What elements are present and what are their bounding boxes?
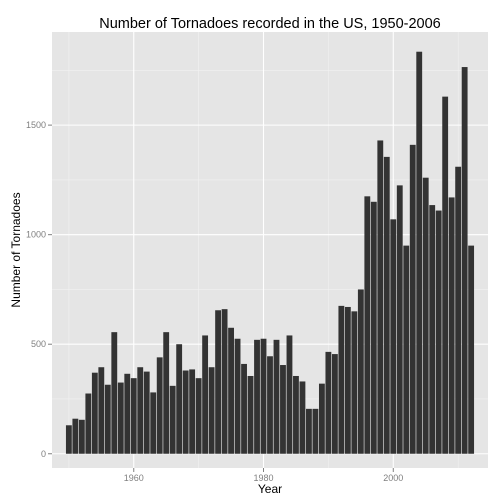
- bar-1952: [78, 419, 85, 454]
- bar-1970: [195, 378, 202, 454]
- y-tick-label: 500: [31, 339, 46, 349]
- bar-1965: [163, 332, 170, 454]
- bar-2011: [461, 67, 468, 454]
- bar-2008: [442, 96, 449, 454]
- y-tick-label: 1500: [26, 120, 46, 130]
- bar-1964: [156, 357, 163, 454]
- bar-1977: [241, 363, 247, 454]
- x-tick-label: 1980: [253, 473, 273, 483]
- x-axis-ticks: 1960 1980 2000: [124, 468, 403, 483]
- chart-title: Number of Tornadoes recorded in the US, …: [99, 16, 441, 32]
- bar-1990: [325, 351, 332, 454]
- bar-2007: [435, 210, 442, 454]
- bar-1989: [318, 383, 325, 454]
- bar-1963: [150, 392, 157, 454]
- bar-2003: [409, 144, 416, 454]
- y-tick-label: 0: [41, 449, 46, 459]
- bar-1991: [331, 354, 338, 454]
- bar-1953: [85, 393, 92, 454]
- y-axis-title: Number of Tornadoes: [9, 192, 23, 307]
- bar-2009: [448, 197, 455, 454]
- bar-1981: [267, 356, 273, 454]
- bar-1999: [383, 156, 390, 454]
- bar-1972: [208, 367, 215, 454]
- bar-1998: [377, 140, 384, 454]
- bar-1959: [124, 373, 131, 454]
- bar-1957: [111, 332, 118, 454]
- bar-1973: [215, 310, 222, 454]
- bar-1996: [364, 196, 371, 454]
- bar-1994: [351, 311, 358, 454]
- bar-2005: [422, 177, 429, 454]
- bar-1962: [143, 371, 150, 454]
- bar-2000: [390, 219, 397, 454]
- bar-1993: [344, 306, 351, 454]
- bar-1980: [260, 338, 267, 454]
- bar-2001: [396, 185, 403, 454]
- x-tick-label: 2000: [383, 473, 403, 483]
- bar-1954: [91, 372, 98, 454]
- bar-1984: [286, 335, 293, 454]
- bar-1968: [182, 370, 189, 454]
- bar-1976: [234, 338, 241, 454]
- bar-1967: [176, 344, 183, 454]
- bar-1982: [273, 339, 280, 454]
- bar-1983: [280, 365, 286, 454]
- bar-2010: [455, 166, 462, 454]
- bar-1966: [169, 385, 176, 454]
- bar-2004: [416, 51, 423, 454]
- bar-1987: [306, 408, 312, 454]
- bar-1992: [338, 305, 345, 454]
- bar-1985: [293, 375, 299, 454]
- bar-1958: [117, 382, 124, 454]
- y-tick-label: 1000: [26, 230, 46, 240]
- bar-1988: [312, 408, 319, 454]
- bar-1960: [130, 378, 137, 454]
- bar-1974: [221, 309, 228, 454]
- bars: [65, 51, 475, 454]
- bar-1986: [299, 381, 306, 454]
- bar-1955: [98, 367, 105, 454]
- y-axis-ticks: 0 500 1000 1500: [26, 120, 52, 459]
- bar-1997: [370, 201, 377, 454]
- bar-1951: [72, 418, 79, 454]
- bar-1979: [254, 339, 260, 454]
- bar-1961: [137, 367, 144, 454]
- bar-1995: [357, 289, 364, 454]
- x-tick-label: 1960: [124, 473, 144, 483]
- bar-1950: [65, 425, 72, 454]
- bar-2002: [403, 245, 410, 454]
- bar-1971: [202, 335, 209, 454]
- bar-2012: [468, 245, 475, 454]
- bar-1978: [247, 375, 254, 454]
- bar-1956: [104, 384, 111, 454]
- x-axis-title: Year: [258, 482, 282, 496]
- bar-2006: [429, 205, 436, 454]
- bar-1969: [189, 369, 196, 454]
- bar-1975: [228, 327, 234, 454]
